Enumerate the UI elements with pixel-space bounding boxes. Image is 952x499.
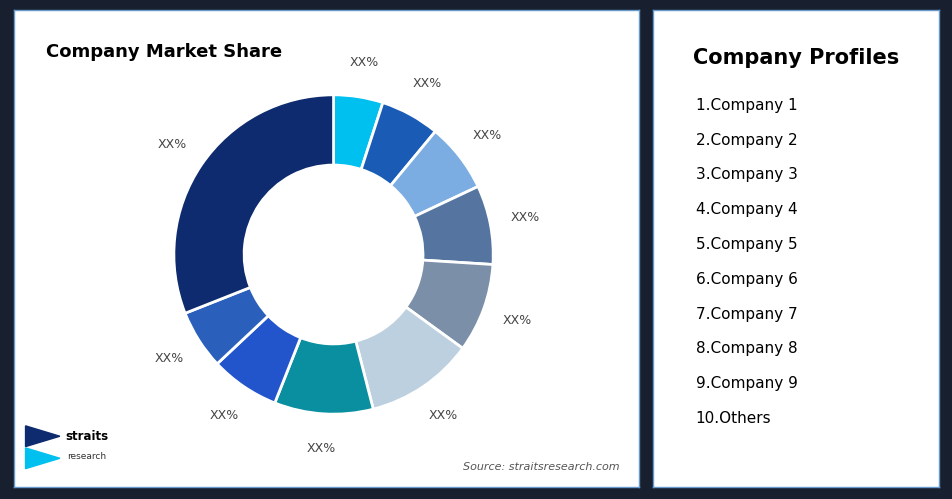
Text: 4.Company 4: 4.Company 4 (695, 202, 797, 217)
Text: 9.Company 9: 9.Company 9 (695, 376, 797, 391)
Text: XX%: XX% (307, 443, 336, 456)
Text: XX%: XX% (412, 77, 442, 90)
Text: 1.Company 1: 1.Company 1 (695, 98, 797, 113)
Wedge shape (173, 95, 333, 313)
Text: 8.Company 8: 8.Company 8 (695, 341, 797, 356)
Text: XX%: XX% (472, 129, 502, 142)
Text: XX%: XX% (154, 352, 184, 365)
Wedge shape (406, 260, 492, 348)
Wedge shape (333, 95, 383, 170)
Wedge shape (390, 131, 478, 217)
Text: XX%: XX% (428, 409, 457, 422)
Text: straits: straits (65, 430, 108, 443)
Text: 2.Company 2: 2.Company 2 (695, 133, 797, 148)
Text: Company Profiles: Company Profiles (692, 48, 898, 68)
Text: research: research (67, 452, 106, 461)
Text: 6.Company 6: 6.Company 6 (695, 272, 797, 287)
Text: Source: straitsresearch.com: Source: straitsresearch.com (463, 462, 619, 472)
Text: XX%: XX% (209, 409, 238, 422)
Polygon shape (26, 448, 60, 469)
Text: XX%: XX% (502, 314, 531, 327)
Text: 10.Others: 10.Others (695, 411, 770, 426)
Wedge shape (361, 103, 435, 186)
Text: 5.Company 5: 5.Company 5 (695, 237, 797, 252)
Text: XX%: XX% (509, 212, 539, 225)
Text: 7.Company 7: 7.Company 7 (695, 306, 797, 321)
Text: XX%: XX% (158, 139, 187, 152)
Wedge shape (274, 338, 373, 414)
Wedge shape (217, 316, 300, 403)
Polygon shape (26, 426, 60, 447)
Text: Company Market Share: Company Market Share (46, 43, 282, 61)
Wedge shape (185, 287, 268, 364)
Wedge shape (355, 307, 463, 409)
Text: XX%: XX% (349, 55, 378, 68)
Wedge shape (414, 187, 493, 264)
Text: 3.Company 3: 3.Company 3 (695, 167, 797, 182)
